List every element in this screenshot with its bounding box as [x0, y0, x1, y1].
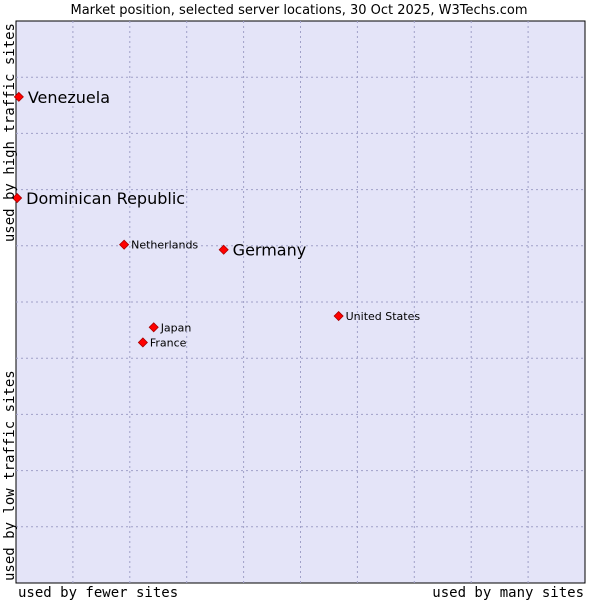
point-marker-japan [148, 322, 159, 333]
x-axis-label-right: used by many sites [432, 585, 584, 600]
point-label-japan: Japan [160, 321, 192, 334]
point-marker-france [137, 337, 148, 348]
point-marker-germany [218, 244, 229, 255]
point-label-france: France [150, 336, 187, 349]
point-label-dominican-republic: Dominican Republic [26, 189, 185, 208]
point-marker-dominican-republic [12, 192, 23, 204]
grid-lines [16, 21, 585, 583]
point-marker-venezuela [13, 91, 24, 102]
y-axis-label-bottom: used by low traffic sites [2, 370, 18, 581]
point-label-venezuela: Venezuela [28, 88, 110, 107]
point-label-germany: Germany [233, 241, 307, 260]
point-marker-netherlands [119, 239, 130, 250]
y-axis-label-top: used by high traffic sites [2, 23, 18, 242]
point-marker-united-states [333, 310, 344, 322]
point-label-united-states: United States [346, 310, 421, 323]
data-points: Venezuela Dominican Republic Netherlands Ge… [12, 88, 421, 349]
chart-title: Market position, selected server locatio… [70, 3, 527, 18]
x-axis-label-left: used by fewer sites [18, 585, 178, 600]
point-label-netherlands: Netherlands [131, 239, 198, 252]
